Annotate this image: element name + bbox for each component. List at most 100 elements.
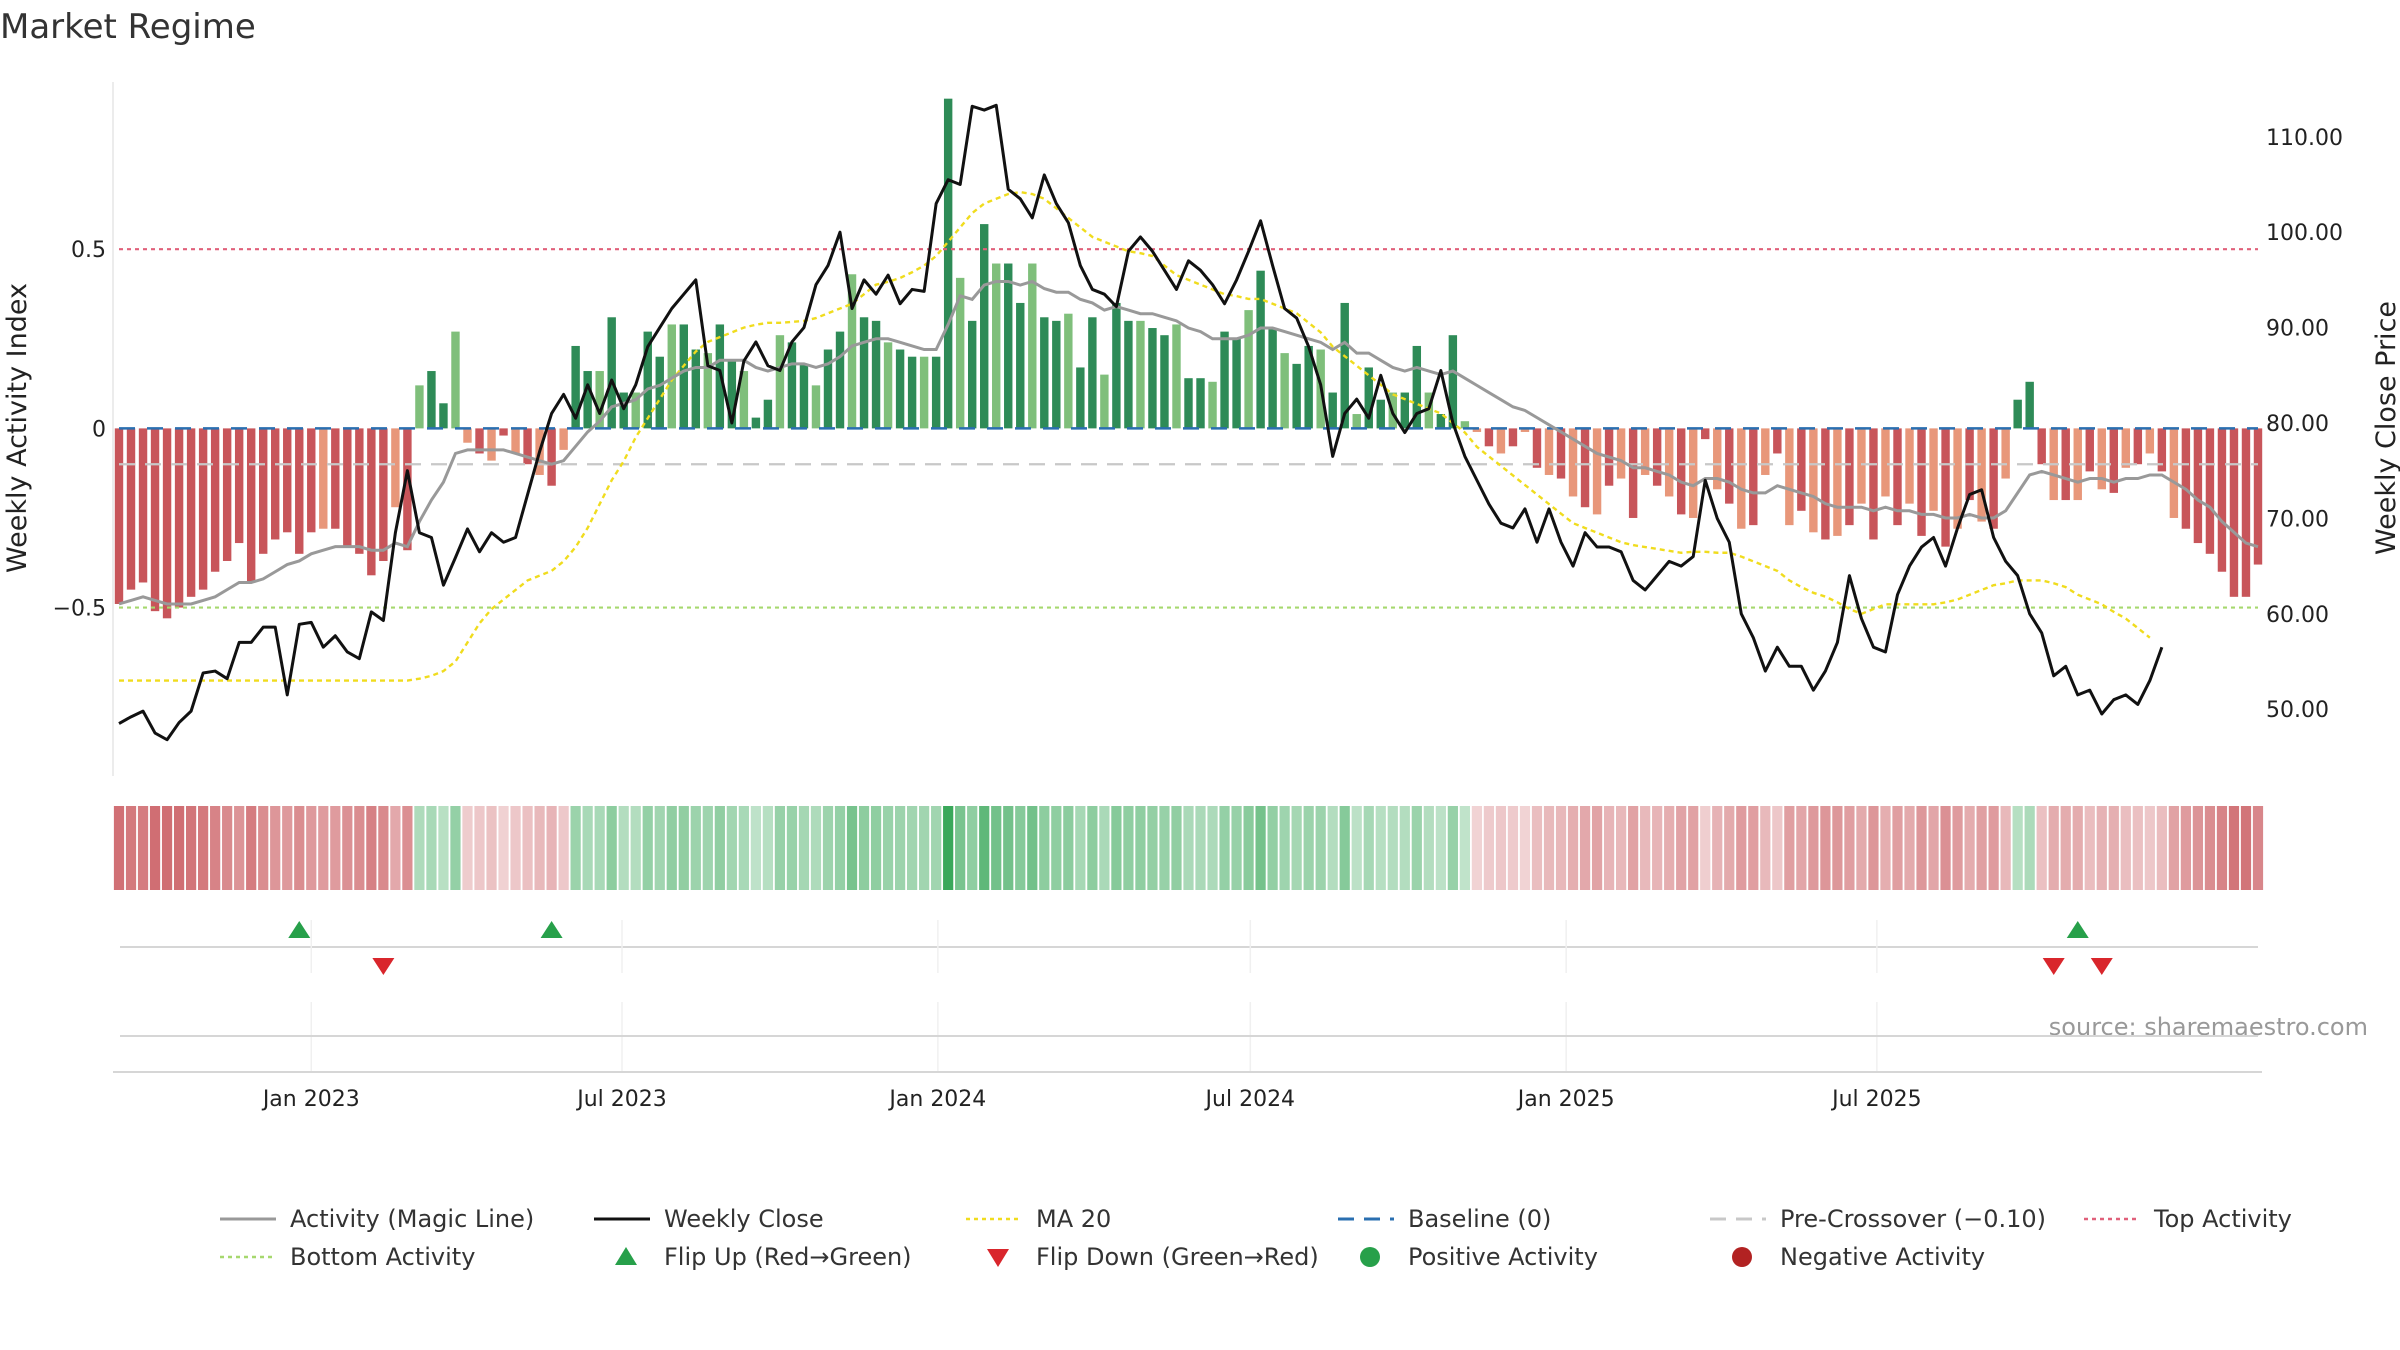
activity-bar (126, 428, 136, 590)
activity-bar (1100, 374, 1109, 429)
legend-label: Top Activity (2153, 1205, 2292, 1233)
regime-cell (1736, 806, 1747, 890)
regime-cell (714, 806, 725, 890)
activity-bar (703, 353, 713, 429)
x-tick-label: Jul 2024 (1204, 1087, 1296, 1112)
legend-item[interactable]: Weekly Close (594, 1205, 824, 1233)
activity-bar (763, 399, 773, 429)
ma20-line (119, 190, 2151, 682)
activity-bar (2229, 428, 2239, 597)
legend-triangle-down-icon (987, 1249, 1009, 1267)
legend-item[interactable]: Pre-Crossover (−0.10) (1710, 1205, 2046, 1233)
legend-label: Flip Down (Green→Red) (1036, 1243, 1319, 1271)
regime-cell (822, 806, 834, 890)
activity-bar (1112, 302, 1121, 429)
regime-cell (1543, 806, 1555, 890)
regime-cell (1483, 806, 1495, 890)
legend-item[interactable]: Bottom Activity (220, 1243, 475, 1271)
legend-item[interactable]: Positive Activity (1360, 1243, 1598, 1271)
regime-cell (342, 806, 353, 890)
activity-bar (992, 263, 1001, 429)
regime-cell (414, 806, 425, 890)
regime-cell (306, 806, 317, 890)
regime-cell (1844, 806, 1855, 890)
activity-bar (174, 428, 184, 608)
regime-cell (2060, 806, 2071, 890)
legend-item[interactable]: Flip Down (Green→Red) (987, 1243, 1319, 1271)
legend-circle-icon (1360, 1247, 1380, 1267)
regime-cell (834, 806, 846, 890)
regime-cell (474, 806, 485, 890)
activity-bar (1508, 428, 1518, 447)
regime-cell (2180, 806, 2191, 890)
left-tick-label: 0 (92, 417, 106, 442)
legend[interactable]: Activity (Magic Line) Weekly Close MA 20 Ba… (220, 1205, 2292, 1271)
legend-item[interactable]: Negative Activity (1732, 1243, 1985, 1271)
activity-bar (331, 428, 340, 529)
activity-bar (1520, 428, 1530, 432)
regime-cell (1700, 806, 1711, 890)
flip-up-marker (540, 921, 563, 938)
regime-cell (919, 806, 930, 890)
activity-bar (1172, 324, 1181, 429)
activity-bar (487, 428, 496, 461)
activity-bar (1256, 270, 1265, 429)
activity-bar (2133, 428, 2143, 465)
activity-bar (1124, 320, 1133, 429)
activity-bar (1652, 428, 1662, 486)
regime-cell (149, 806, 161, 890)
regime-cell (1051, 806, 1062, 890)
activity-bar (210, 428, 220, 572)
regime-cell (210, 806, 221, 890)
activity-bar (1472, 428, 1482, 432)
legend-item[interactable]: Top Activity (2084, 1205, 2292, 1233)
regime-cell (1808, 806, 1819, 890)
activity-bar (835, 331, 845, 429)
activity-bar (1184, 378, 1193, 429)
regime-cell (810, 806, 822, 890)
regime-cell (570, 806, 581, 890)
legend-item[interactable]: Activity (Magic Line) (220, 1205, 534, 1233)
activity-bar (823, 349, 833, 429)
regime-cell (1351, 806, 1362, 890)
legend-item[interactable]: Baseline (0) (1338, 1205, 1551, 1233)
activity-bar (607, 317, 616, 429)
regime-strip (113, 806, 2264, 890)
regime-cell (1279, 806, 1290, 890)
activity-bar (1064, 313, 1073, 429)
regime-cell (2120, 806, 2131, 890)
regime-cell (1892, 806, 1903, 890)
regime-cell (654, 806, 665, 890)
activity-bar (415, 385, 424, 429)
regime-cell (1916, 806, 1927, 890)
regime-cell (366, 806, 377, 890)
activity-bar (1797, 428, 1806, 511)
legend-item[interactable]: MA 20 (966, 1205, 1111, 1233)
regime-cell (438, 806, 449, 890)
activity-bar (1580, 428, 1590, 508)
activity-bar (1809, 428, 1818, 533)
legend-label: Activity (Magic Line) (290, 1205, 534, 1233)
legend-label: Positive Activity (1408, 1243, 1598, 1271)
legend-label: MA 20 (1036, 1205, 1111, 1233)
regime-cell (1688, 806, 1699, 890)
activity-bar (1448, 335, 1458, 429)
activity-bar (1088, 317, 1097, 429)
legend-item[interactable]: Flip Up (Red→Green) (615, 1243, 912, 1271)
flip-up-marker (2066, 921, 2089, 938)
activity-bar (1208, 381, 1217, 429)
regime-cell (1327, 806, 1338, 890)
activity-bar (198, 428, 208, 590)
regime-cell (1015, 806, 1026, 890)
regime-cell (173, 806, 185, 890)
regime-cell (1447, 806, 1458, 890)
activity-bar (391, 428, 400, 508)
regime-cell (450, 806, 461, 890)
regime-cell (1784, 806, 1795, 890)
regime-cell (1147, 806, 1158, 890)
regime-cell (1640, 806, 1651, 890)
activity-bar (1040, 317, 1049, 429)
regime-cell (1796, 806, 1807, 890)
regime-cell (1099, 806, 1110, 890)
